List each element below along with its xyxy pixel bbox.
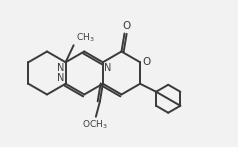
Text: CH$_3$: CH$_3$ [76,32,94,44]
Text: OCH$_3$: OCH$_3$ [82,119,108,131]
Text: O: O [142,57,150,67]
Text: O: O [122,20,131,30]
Text: N: N [57,73,65,83]
Text: N: N [57,63,65,73]
Text: N: N [104,63,111,73]
